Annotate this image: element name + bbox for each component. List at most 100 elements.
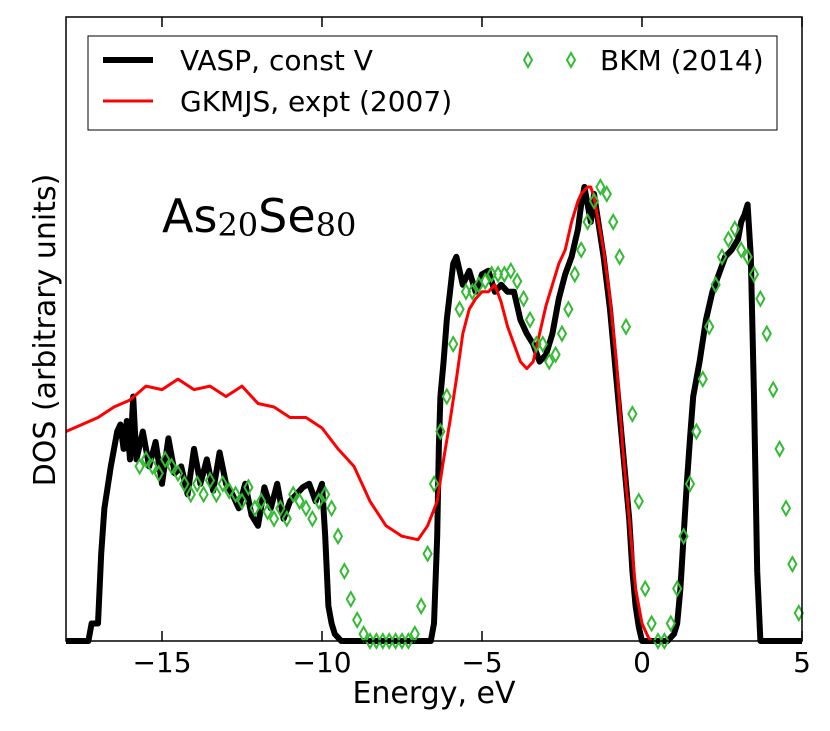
bkm-marker [275,499,286,518]
bkm-marker [518,289,529,308]
legend-marker-bkm-1 [522,50,534,70]
plot-area [65,177,804,651]
bkm-marker [691,422,702,441]
bkm-marker [204,471,216,490]
x-tick-label: 0 [633,646,651,679]
annotation-sub-20: 20 [217,206,258,244]
bkm-marker [281,509,292,528]
bkm-marker [659,631,670,651]
bkm-marker [569,265,580,284]
bkm-marker [588,191,600,210]
composition-annotation: As20Se80 [162,189,356,244]
bkm-marker [556,324,568,343]
bkm-marker [166,457,177,476]
annotation-as: As [162,189,217,243]
legend-label-vasp: VASP, const V [180,44,373,77]
bkm-marker [256,492,267,511]
bkm-marker [627,404,638,424]
bkm-marker [633,492,644,511]
series-line-gkmjs [65,185,653,643]
bkm-marker [576,240,587,259]
legend-label-gkmjs: GKMJS, expt (2007) [180,85,452,118]
bkm-marker [140,450,152,469]
bkm-marker [505,261,516,280]
bkm-marker [524,310,536,329]
bkm-marker [339,562,350,581]
bkm-marker [544,352,555,371]
bkm-marker [480,272,491,291]
bkm-marker [665,614,676,633]
bkm-marker [435,422,446,441]
bkm-marker [748,265,760,284]
legend-box [87,35,778,131]
bkm-marker [313,492,324,511]
bkm-marker [153,464,164,483]
x-axis-label: Energy, eV [352,676,516,711]
bkm-marker [134,457,145,476]
bkm-marker [761,324,772,343]
bkm-marker [428,474,440,493]
bkm-marker [448,335,459,354]
legend: VASP, const V GKMJS, expt (2007) BKM (20… [87,35,778,131]
bkm-marker [198,485,209,504]
bkm-marker [345,590,356,609]
bkm-marker [787,555,798,574]
bkm-marker [640,579,651,598]
bkm-marker [512,272,523,291]
bkm-marker [678,527,689,546]
bkm-marker [780,499,792,518]
x-tick-label: −5 [461,646,502,679]
bkm-marker [294,492,305,511]
bkm-marker [601,184,612,204]
bkm-marker [736,240,747,259]
bkm-marker [672,579,683,598]
bkm-marker [454,300,465,319]
bkm-marker [620,317,632,336]
bkm-marker [684,474,696,493]
x-tick-label: −10 [292,646,351,679]
bkm-marker [249,499,260,518]
bkm-marker [185,485,196,504]
bkm-marker [160,450,171,469]
bkm-marker [236,492,248,511]
bkm-marker [320,485,331,504]
bkm-marker [268,509,280,528]
bkm-marker [704,317,715,336]
bkm-marker [614,247,625,266]
legend-label-bkm: BKM (2014) [600,44,764,77]
bkm-marker [710,275,721,294]
bkm-marker [742,247,753,266]
bkm-marker [467,282,478,301]
bkm-marker [768,380,779,399]
bkm-marker [550,345,561,364]
bkm-marker [646,614,657,633]
x-tick-label: −15 [132,646,191,679]
annotation-sub-80: 80 [316,206,357,244]
bkm-marker [697,370,708,389]
bkm-marker [422,544,433,563]
bkm-marker [563,300,574,319]
bkm-marker [441,387,452,406]
bkm-marker [224,481,235,500]
bkm-marker [716,247,728,266]
bkm-marker [608,212,619,231]
bkm-marker [416,597,427,616]
bkm-marker [723,230,734,249]
bkm-marker [172,464,184,483]
bkm-marker [729,219,740,238]
bkm-marker [262,502,273,521]
annotation-se: Se [258,189,316,243]
y-axis-label: DOS (arbitrary units) [28,174,63,487]
bkm-marker [217,474,228,493]
bkm-marker [307,509,318,528]
bkm-marker [582,212,593,231]
bkm-marker [147,457,158,476]
bkm-marker [755,289,766,308]
legend-marker-bkm-2 [565,50,577,70]
bkm-marker [243,478,254,497]
bkm-marker [179,474,190,493]
x-axis-ticks: −15 −10 −5 0 5 [132,17,811,679]
x-tick-label: 5 [793,646,811,679]
bkm-marker [537,335,548,354]
